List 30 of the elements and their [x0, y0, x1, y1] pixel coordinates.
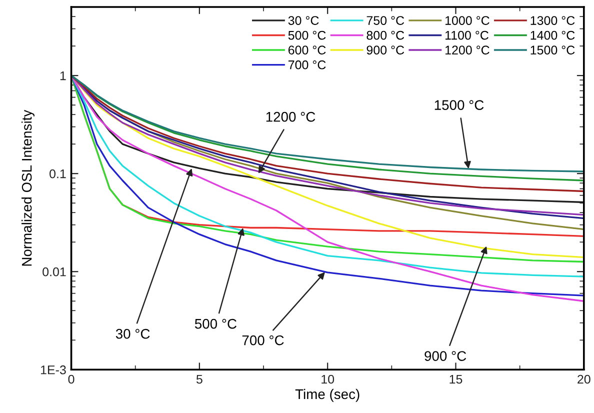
legend-label: 1200 °C — [446, 46, 490, 55]
legend-label: 1400 °C — [530, 30, 575, 40]
legend-label: 800 °C — [366, 30, 404, 40]
legend-label: 30 °C — [288, 16, 319, 25]
x-tick-label: 5 — [196, 374, 202, 384]
annotation: 500 °C — [194, 318, 236, 329]
legend-label: 600 °C — [288, 46, 326, 55]
x-axis-title: Time (sec) — [295, 388, 360, 402]
x-tick-label: 20 — [578, 374, 590, 384]
legend-label: 900 °C — [366, 46, 404, 55]
legend-label: 700 °C — [288, 60, 326, 70]
legend-label: 750 °C — [366, 16, 404, 25]
y-tick-label: 0.1 — [50, 169, 66, 178]
x-tick-label: 0 — [68, 374, 74, 384]
x-tick-label: 10 — [322, 374, 334, 384]
y-tick-label: 0.01 — [42, 267, 66, 276]
legend-label: 1100 °C — [446, 30, 488, 40]
y-tick-label: 1 — [60, 71, 66, 80]
x-tick-label: 15 — [450, 374, 462, 384]
annotation: 30 °C — [116, 328, 150, 339]
legend-label: 500 °C — [288, 30, 326, 40]
legend-label: 1500 °C — [530, 46, 575, 55]
y-tick-label: 1E-3 — [40, 365, 66, 374]
annotation: 1200 °C — [266, 112, 316, 122]
legend-label: 1000 °C — [446, 16, 490, 25]
legend-label: 1300 °C — [530, 16, 575, 25]
y-axis-title: Normalized OSL Intensity — [22, 110, 34, 266]
annotation: 700 °C — [242, 335, 284, 346]
annotation: 900 °C — [424, 351, 466, 361]
annotation: 1500 °C — [434, 100, 484, 110]
